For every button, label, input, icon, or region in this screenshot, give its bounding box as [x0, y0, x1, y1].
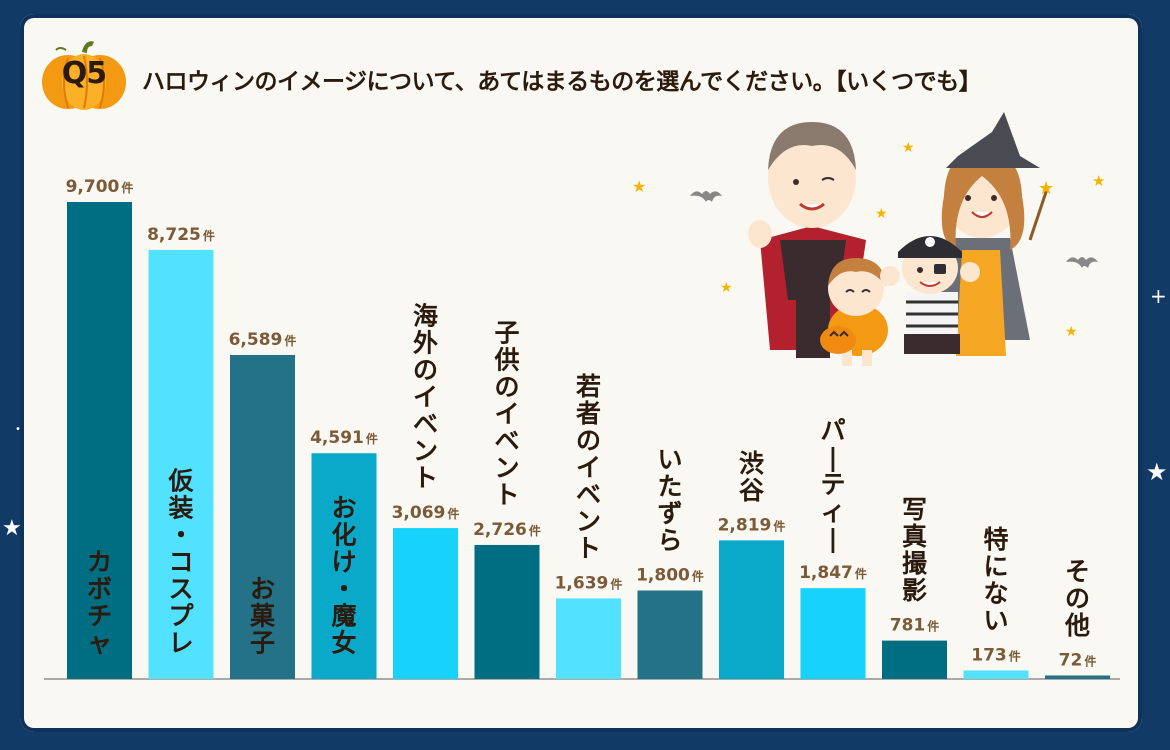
value-label-2: 8,725 件: [147, 225, 215, 245]
value-label-4: 4,591 件: [310, 428, 378, 448]
bar-2: [148, 249, 214, 680]
category-label-13: その他: [1064, 557, 1090, 640]
bar-3: [230, 354, 295, 679]
question-number: Q5: [61, 56, 107, 91]
category-label-11: 写真撮影: [902, 495, 928, 605]
category-label-4: お化け・魔女: [331, 494, 356, 658]
value-label-3: 6,589 件: [229, 330, 297, 350]
value-label-6: 2,726 件: [473, 520, 541, 540]
bar-4: [311, 453, 377, 679]
value-label-1: 9,700 件: [66, 177, 134, 197]
category-label-9: 渋谷: [739, 449, 765, 505]
category-label-2: 仮装・コスプレ: [167, 467, 194, 658]
value-label-12: 173 件: [971, 645, 1021, 665]
value-label-8: 1,800 件: [636, 565, 704, 585]
bar-8: [637, 590, 703, 679]
bar-13: [1045, 675, 1110, 679]
category-label-12: 特にない: [983, 525, 1008, 635]
value-label-13: 72 件: [1059, 650, 1097, 670]
category-label-8: いたずら: [657, 445, 682, 555]
bar-1: [67, 202, 132, 679]
pumpkin-icon: [42, 41, 126, 110]
bar-9: [719, 540, 784, 679]
value-label-7: 1,639 件: [555, 573, 623, 593]
value-label-9: 2,819 件: [718, 515, 786, 535]
category-label-6: 子供のイベント: [493, 319, 519, 510]
star-icon: ★: [1146, 458, 1168, 486]
star-icon: ★: [2, 516, 22, 541]
category-label-10: パ|ティ|: [820, 416, 845, 553]
category-label-7: 若者のイベント: [575, 372, 601, 563]
chart-title: ハロウィンのイメージについて、あてはまるものを選んでください。【いくつでも】: [142, 69, 982, 95]
question-badge: Q5: [38, 38, 130, 112]
category-label-5: 海外のイベント: [413, 302, 438, 493]
sparkle-icon: +: [1150, 284, 1167, 308]
bar-7: [556, 598, 621, 679]
category-label-3: お菓子: [249, 575, 276, 658]
value-label-10: 1,847 件: [799, 563, 867, 583]
bar-12: [963, 670, 1029, 679]
category-label-1: カボチャ: [87, 548, 112, 658]
bar-5: [393, 528, 458, 679]
bar-10: [800, 588, 866, 679]
value-label-11: 781 件: [890, 616, 940, 636]
dot-icon: •: [15, 424, 21, 435]
value-label-5: 3,069 件: [392, 503, 460, 523]
bar-11: [882, 640, 947, 679]
bar-6: [474, 544, 540, 679]
